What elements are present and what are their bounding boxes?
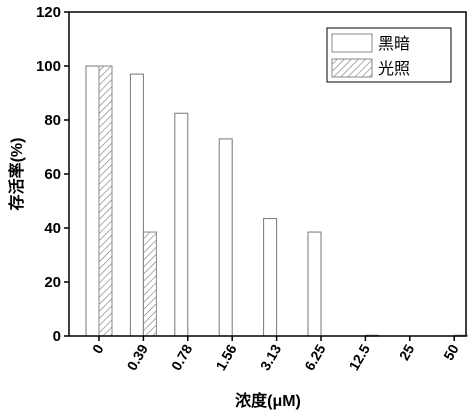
x-tick-label: 25 [396,341,418,363]
bar-dark [129,73,144,337]
legend: 黑暗 光照 [326,27,452,83]
y-tick-label: 0 [53,328,61,345]
legend-swatch-light [331,58,373,78]
x-tick-label: 0.78 [168,341,196,373]
x-tick-label: 3.13 [257,341,285,373]
legend-swatch-dark [331,33,373,53]
legend-label-dark: 黑暗 [378,35,410,53]
x-tick-label: 1.56 [212,341,240,373]
bar-light [98,65,113,337]
legend-label-light: 光照 [378,60,410,78]
bar-dark [307,231,322,337]
y-tick-label: 60 [44,166,61,183]
y-tick-label: 40 [44,220,61,237]
y-tick-label: 20 [44,274,61,291]
x-tick-label: 50 [440,341,462,363]
bars-layer [85,65,468,337]
bar-dark [85,65,100,337]
y-axis-label: 存活率(%) [7,138,26,211]
y-axis: 0 20 40 60 80 100 120 [36,4,69,345]
bar-dark [174,112,189,337]
x-tick-label: 12.5 [346,341,374,373]
x-tick-label: 0 [89,341,107,356]
bar-light [142,231,157,337]
bar-dark [218,138,233,337]
bar-dark [263,218,278,337]
x-axis-label: 浓度(μM) [235,391,301,410]
y-tick-label: 120 [36,4,61,21]
x-tick-label: 0.39 [124,341,152,373]
y-tick-label: 100 [36,58,61,75]
y-tick-label: 80 [44,112,61,129]
x-tick-label: 6.25 [301,341,329,373]
x-axis: 0 0.39 0.78 1.56 3.13 6.25 12.5 25 50 [89,336,462,373]
